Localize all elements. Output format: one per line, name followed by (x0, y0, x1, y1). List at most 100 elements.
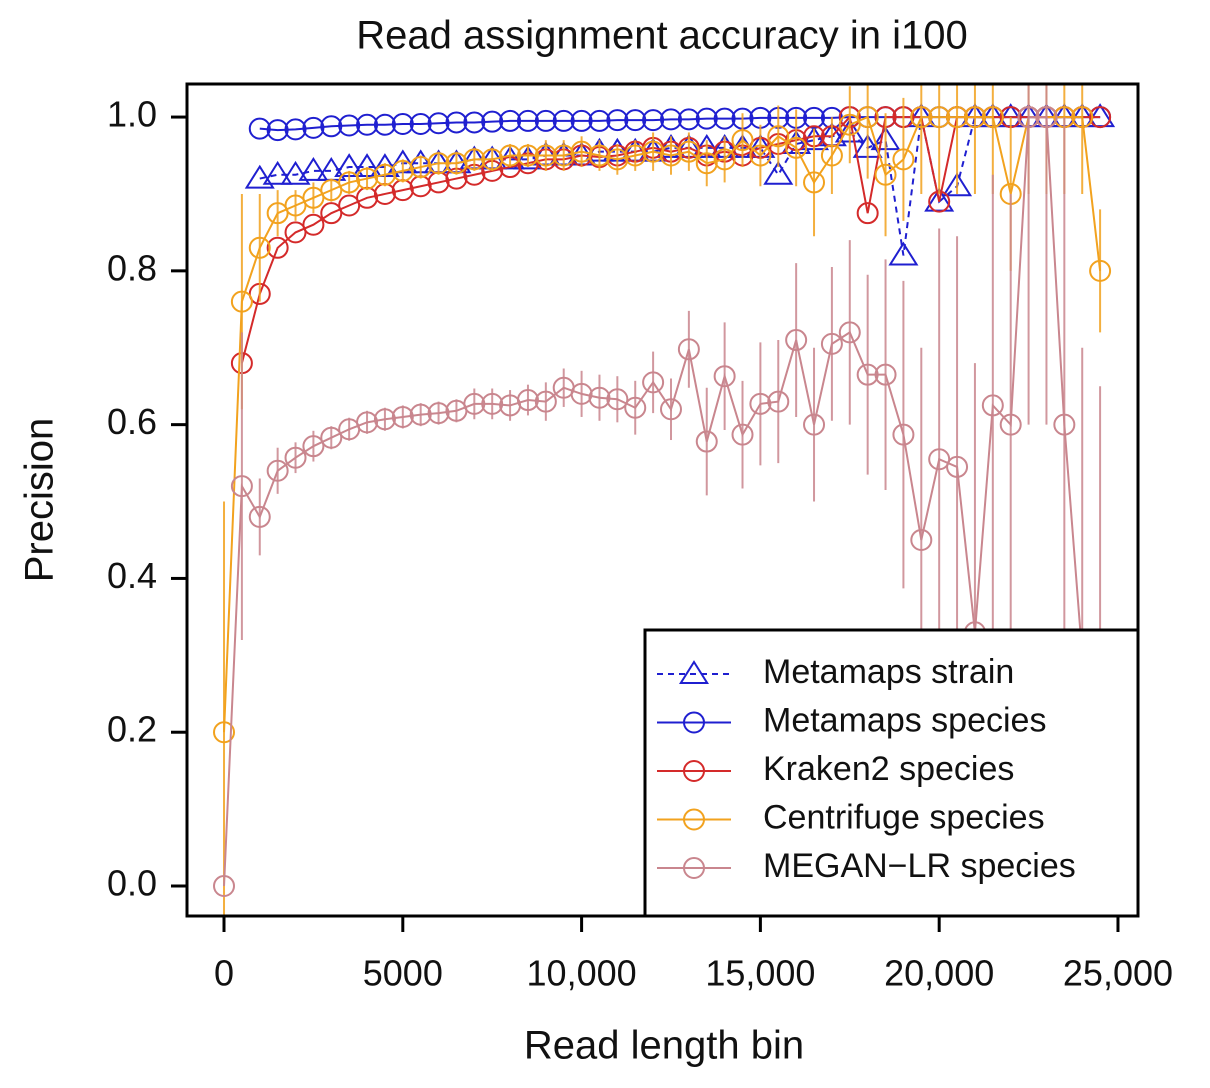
marker (280, 160, 311, 185)
marker (981, 394, 1004, 417)
marker (695, 430, 718, 453)
x-tick-label: 15,000 (705, 953, 815, 994)
marker (874, 363, 897, 386)
marker (552, 109, 575, 132)
marker (659, 398, 682, 421)
marker (928, 448, 951, 471)
marker (946, 106, 969, 129)
marker (763, 160, 794, 185)
marker (463, 392, 486, 415)
marker (888, 241, 919, 266)
marker (803, 171, 826, 194)
marker (767, 125, 790, 148)
marker (481, 110, 504, 133)
marker (445, 152, 468, 175)
marker (213, 875, 236, 898)
marker (659, 144, 682, 167)
marker (284, 446, 307, 469)
marker (248, 505, 271, 528)
marker (1053, 413, 1076, 436)
marker (1035, 106, 1058, 129)
marker (338, 114, 361, 137)
y-tick-label: 0.0 (107, 863, 157, 904)
marker (785, 329, 808, 352)
marker (856, 363, 879, 386)
marker (230, 290, 253, 313)
marker (1089, 106, 1112, 129)
marker (213, 721, 236, 744)
marker (570, 109, 593, 132)
marker (731, 423, 754, 446)
y-tick-label: 0.4 (107, 555, 157, 596)
marker (391, 405, 414, 428)
marker (838, 321, 861, 344)
marker (713, 107, 736, 130)
marker (749, 392, 772, 415)
marker (534, 144, 557, 167)
marker (910, 106, 933, 129)
marker (284, 118, 307, 141)
marker (338, 194, 361, 217)
marker (1089, 259, 1112, 282)
legend-label: Centrifuge species (763, 798, 1045, 836)
marker (981, 106, 1004, 129)
marker (892, 423, 915, 446)
marker (588, 109, 611, 132)
marker (512, 145, 543, 170)
marker (928, 106, 951, 129)
marker (302, 186, 325, 209)
marker (298, 157, 329, 181)
marker (713, 365, 736, 388)
marker (642, 140, 665, 163)
marker (1071, 106, 1094, 129)
axes: 0.0 0.2 0.4 0.6 0.8 1.0 0 5000 10,000 15,000 20,00… (107, 94, 1173, 994)
marker (785, 136, 808, 159)
marker (677, 108, 700, 131)
marker (642, 371, 665, 394)
marker (284, 194, 307, 217)
marker (606, 148, 629, 171)
x-axis-label: Read length bin (524, 1024, 804, 1068)
marker (427, 112, 450, 135)
marker (338, 171, 361, 194)
marker (1017, 106, 1040, 129)
marker (516, 144, 539, 167)
legend-label: Kraken2 species (763, 750, 1014, 788)
marker (606, 109, 629, 132)
marker (373, 163, 396, 186)
marker (683, 711, 705, 734)
marker (803, 413, 826, 436)
marker (266, 202, 289, 225)
marker (427, 402, 450, 425)
marker (445, 111, 468, 134)
marker (266, 459, 289, 482)
marker (910, 528, 933, 551)
marker (409, 112, 432, 135)
marker (356, 167, 379, 190)
marker (302, 116, 325, 139)
marker (856, 106, 879, 129)
series-line (223, 116, 1102, 887)
marker (659, 108, 682, 131)
marker (230, 475, 253, 498)
marker (481, 148, 504, 171)
y-tick-label: 0.2 (107, 709, 157, 750)
marker (588, 386, 611, 409)
marker (409, 403, 432, 426)
marker (803, 106, 826, 129)
marker (695, 152, 718, 175)
marker (820, 332, 843, 355)
marker (516, 109, 539, 132)
marker (516, 389, 539, 412)
marker (963, 106, 986, 129)
marker (302, 213, 325, 236)
marker (320, 202, 343, 225)
marker (463, 111, 486, 134)
marker (481, 392, 504, 415)
marker (262, 160, 293, 185)
marker (266, 236, 289, 259)
legend-label: MEGAN−LR species (763, 847, 1076, 885)
marker (749, 144, 772, 167)
marker (320, 115, 343, 138)
marker (499, 144, 522, 167)
